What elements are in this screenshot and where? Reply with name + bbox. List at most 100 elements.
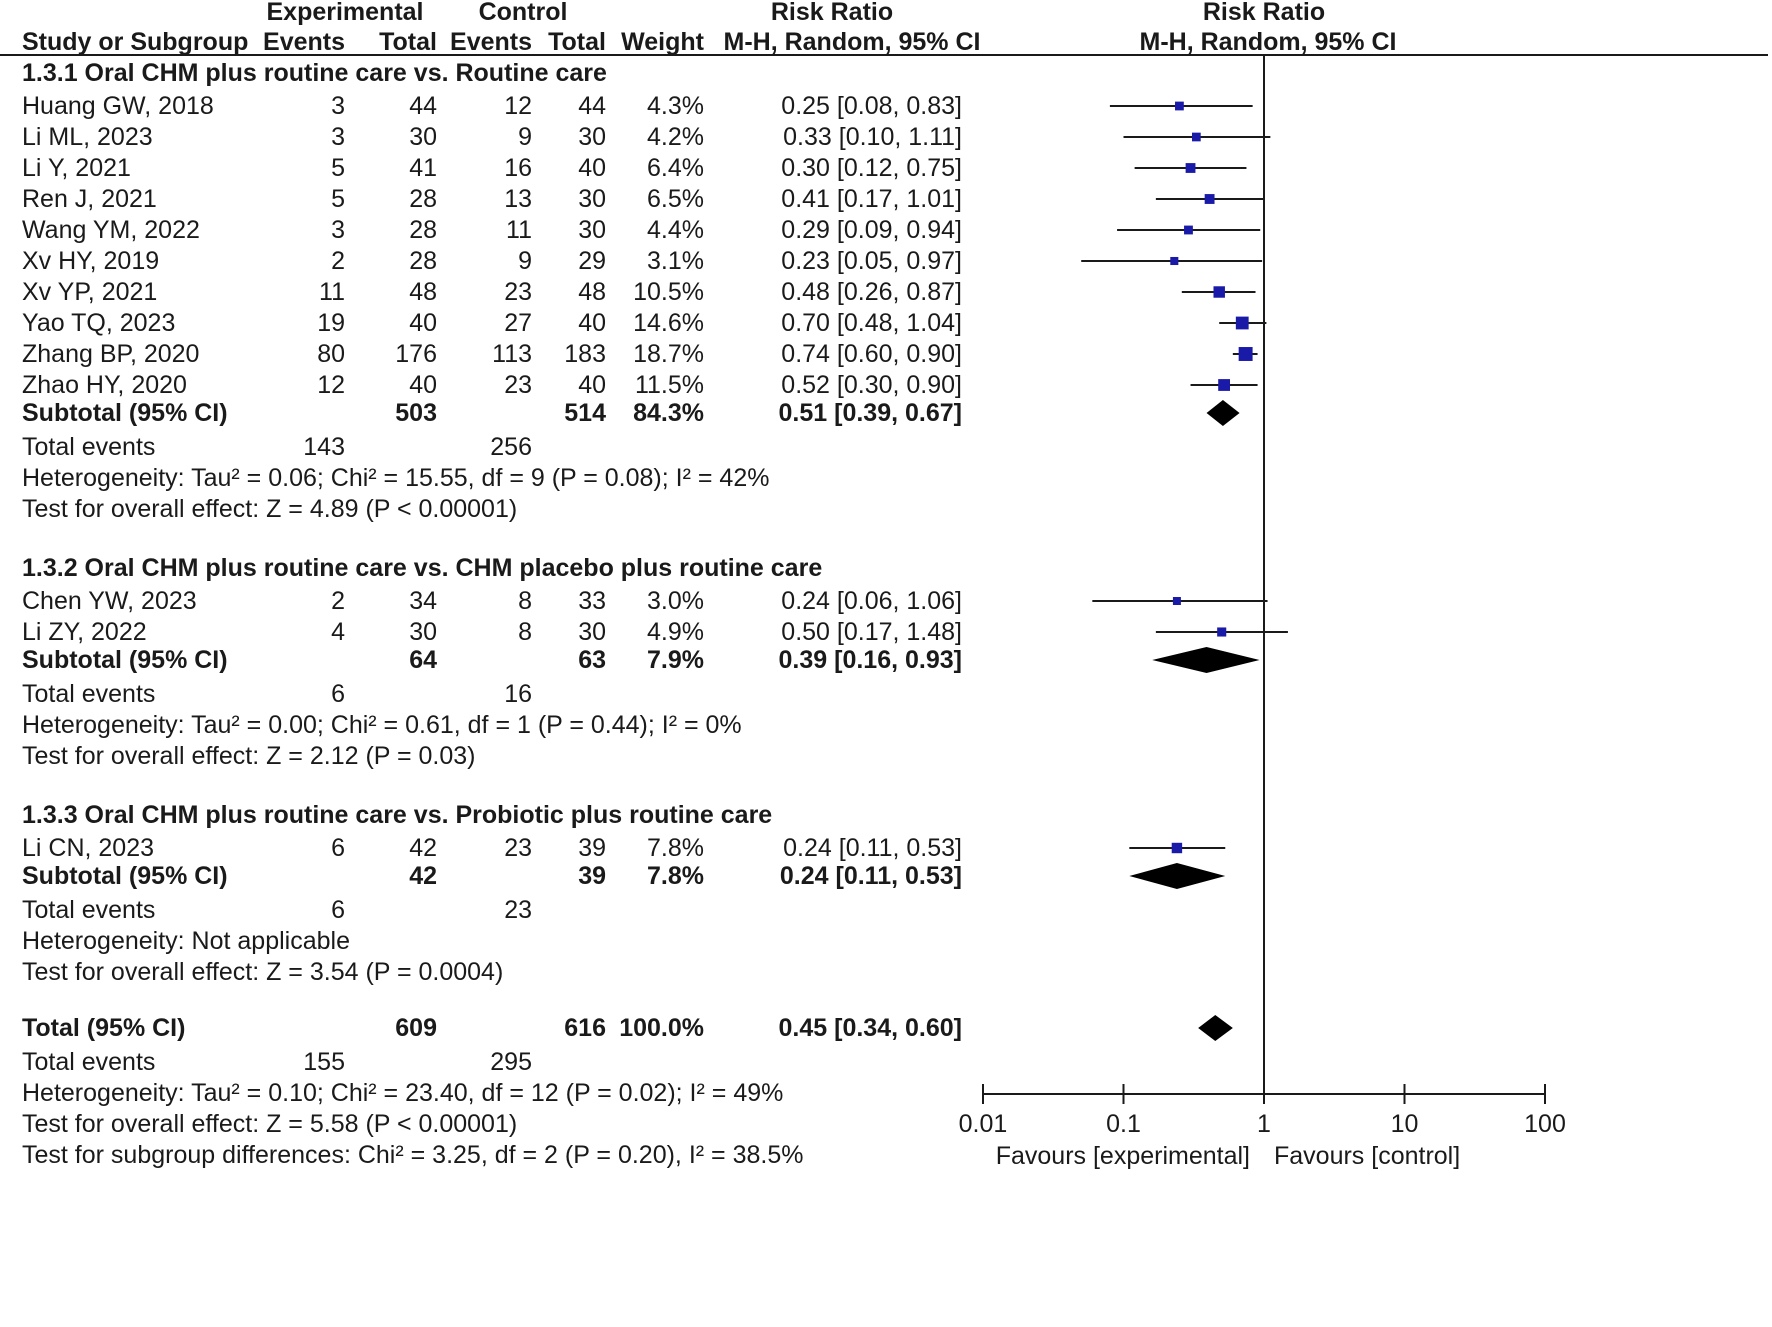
study-ci: 0.24 [0.11, 0.53]	[783, 834, 962, 862]
total-events-label: Total events	[22, 896, 156, 924]
overall-effect-text: Test for overall effect: Z = 4.89 (P < 0…	[22, 495, 518, 523]
study-weight: 18.7%	[633, 340, 704, 368]
study-square	[1171, 842, 1183, 854]
ctrl-total: 40	[578, 371, 606, 399]
subtotal-ctrl-total: 39	[578, 862, 606, 890]
study-square	[1172, 597, 1181, 605]
total-events-ctrl: 23	[504, 896, 532, 924]
study-name: Zhao HY, 2020	[22, 371, 187, 399]
total-events-label: Total events	[22, 433, 156, 461]
study-name: Chen YW, 2023	[22, 587, 197, 615]
total-events-exp: 143	[303, 433, 345, 461]
ctrl-total: 39	[578, 834, 606, 862]
ctrl-events: 23	[504, 371, 532, 399]
study-ci: 0.48 [0.26, 0.87]	[781, 278, 962, 306]
header-method: M-H, Random, 95% CI	[723, 28, 981, 56]
header-risk-ratio-plot: Risk Ratio	[1202, 0, 1326, 26]
study-square	[1191, 132, 1201, 142]
exp-total: 44	[409, 92, 437, 120]
ctrl-events: 27	[504, 309, 532, 337]
study-ci: 0.29 [0.09, 0.94]	[781, 216, 962, 244]
overall-effect-text: Test for overall effect: Z = 3.54 (P = 0…	[22, 958, 504, 986]
exp-events: 12	[317, 371, 345, 399]
exp-total: 40	[409, 371, 437, 399]
subtotal-label: Subtotal (95% CI)	[22, 862, 228, 890]
study-weight: 4.2%	[647, 123, 704, 151]
subtotal-weight: 84.3%	[633, 399, 704, 427]
study-weight: 14.6%	[633, 309, 704, 337]
subtotal-exp-total: 503	[395, 399, 437, 427]
subtotal-label: Subtotal (95% CI)	[22, 399, 228, 427]
subtotal-ci: 0.39 [0.16, 0.93]	[778, 646, 962, 674]
subgroup-title: 1.3.3 Oral CHM plus routine care vs. Pro…	[22, 801, 773, 829]
ctrl-events: 9	[518, 123, 532, 151]
study-name: Li ML, 2023	[22, 123, 153, 151]
study-square	[1184, 225, 1193, 235]
subtotal-weight: 7.8%	[647, 862, 704, 890]
exp-total: 28	[409, 185, 437, 213]
ctrl-events: 23	[504, 278, 532, 306]
total-exp-total: 609	[395, 1014, 437, 1042]
x-tick-label: 100	[1524, 1110, 1566, 1138]
study-name: Xv YP, 2021	[22, 278, 158, 306]
study-name: Li ZY, 2022	[22, 618, 147, 646]
total-weight: 100.0%	[619, 1014, 704, 1042]
pooled-diamond	[1152, 647, 1260, 673]
heterogeneity-text: Heterogeneity: Tau² = 0.00; Chi² = 0.61,…	[22, 711, 742, 739]
study-ci: 0.70 [0.48, 1.04]	[781, 309, 962, 337]
exp-total: 40	[409, 309, 437, 337]
exp-events: 6	[331, 834, 345, 862]
exp-events: 4	[331, 618, 345, 646]
exp-events: 3	[331, 123, 345, 151]
ctrl-events: 9	[518, 247, 532, 275]
exp-total: 41	[409, 154, 437, 182]
ctrl-total: 30	[578, 123, 606, 151]
subgroup-title: 1.3.2 Oral CHM plus routine care vs. CHM…	[22, 554, 823, 582]
heterogeneity-text: Heterogeneity: Tau² = 0.06; Chi² = 15.55…	[22, 464, 770, 492]
subtotal-label: Subtotal (95% CI)	[22, 646, 228, 674]
study-name: Zhang BP, 2020	[22, 340, 200, 368]
exp-events: 19	[317, 309, 345, 337]
header-experimental: Experimental	[266, 0, 424, 26]
study-ci: 0.50 [0.17, 1.48]	[781, 618, 962, 646]
study-weight: 11.5%	[634, 371, 704, 399]
exp-events: 3	[331, 216, 345, 244]
study-square	[1185, 163, 1196, 173]
exp-total: 34	[409, 587, 437, 615]
study-weight: 10.5%	[633, 278, 704, 306]
header-total-exp: Total	[379, 28, 437, 56]
total-events-exp: 6	[331, 896, 345, 924]
total-ci: 0.45 [0.34, 0.60]	[778, 1014, 962, 1042]
subtotal-exp-total: 64	[409, 646, 437, 674]
study-square	[1213, 286, 1225, 298]
grand-heterogeneity: Heterogeneity: Tau² = 0.10; Chi² = 23.40…	[22, 1079, 784, 1107]
study-ci: 0.24 [0.06, 1.06]	[781, 587, 962, 615]
x-tick-label: 10	[1391, 1110, 1419, 1138]
study-ci: 0.52 [0.30, 0.90]	[781, 371, 962, 399]
favours-experimental-label: Favours [experimental]	[996, 1142, 1250, 1170]
study-name: Huang GW, 2018	[22, 92, 214, 120]
study-weight: 4.9%	[647, 618, 704, 646]
ctrl-total: 44	[578, 92, 606, 120]
exp-events: 2	[331, 247, 345, 275]
ctrl-events: 11	[506, 216, 532, 244]
study-ci: 0.30 [0.12, 0.75]	[781, 154, 962, 182]
grand-events-label: Total events	[22, 1048, 156, 1076]
ctrl-total: 30	[578, 618, 606, 646]
x-tick-label: 0.1	[1106, 1110, 1141, 1138]
study-name: Li CN, 2023	[22, 834, 155, 862]
exp-total: 42	[409, 834, 437, 862]
study-square	[1175, 101, 1184, 111]
exp-events: 5	[331, 185, 345, 213]
exp-events: 3	[331, 92, 345, 120]
study-weight: 6.5%	[647, 185, 704, 213]
subtotal-ctrl-total: 514	[564, 399, 606, 427]
study-weight: 7.8%	[647, 834, 704, 862]
grand-events-ctrl: 295	[490, 1048, 532, 1076]
header-rule	[0, 54, 1768, 56]
study-weight: 4.4%	[647, 216, 704, 244]
study-name: Yao TQ, 2023	[22, 309, 176, 337]
study-square	[1238, 347, 1253, 361]
ctrl-events: 8	[518, 587, 532, 615]
